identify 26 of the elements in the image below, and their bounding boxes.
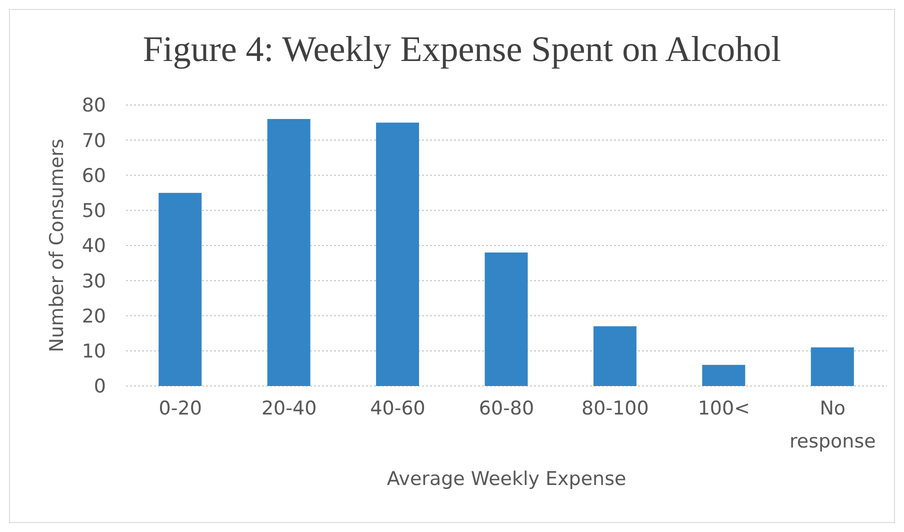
x-tick-label: 40-60 [370,397,426,420]
x-tick-label: No response [789,397,876,452]
x-tick-label: 100< [698,397,750,420]
y-tick-label: 0 [94,376,106,398]
y-axis-title: Number of Consumers [46,138,68,352]
y-tick-label: 70 [82,130,106,152]
y-tick-label: 10 [82,340,106,363]
bar [376,122,420,386]
x-tick-label: 0-20 [158,397,202,420]
bar [158,192,202,386]
y-tick-label: 20 [82,305,106,328]
y-tick-label: 80 [82,94,106,117]
y-tick-label: 50 [82,200,106,222]
bar [810,347,854,386]
bar [702,364,746,386]
y-tick-label: 60 [82,164,106,187]
bar [267,119,310,386]
x-tick-label: 60-80 [478,397,534,420]
y-tick-label: 40 [82,235,106,258]
x-tick-label: 80-100 [582,397,649,420]
x-tick-label: 20-40 [261,397,317,420]
bar [484,252,528,386]
chart-title: Figure 4: Weekly Expense Spent on Alcohol [142,28,782,70]
x-axis-title: Average Weekly Expense [386,468,626,490]
y-tick-label: 30 [82,270,106,292]
bar [593,326,636,386]
